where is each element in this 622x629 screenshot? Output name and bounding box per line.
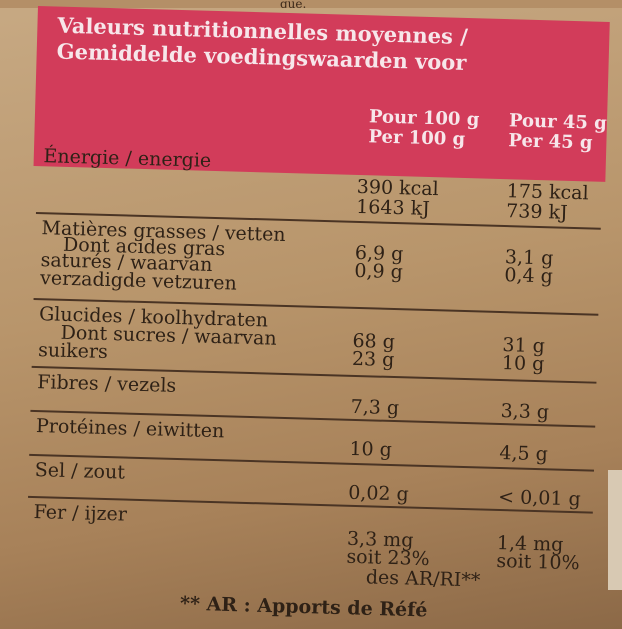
row-label: Fibres / vezels (36, 371, 177, 397)
value-per-100g: 23 g (351, 347, 395, 372)
value-per-45g: 0,4 g (504, 264, 554, 288)
column-header-45g-nl: Per 45 g (508, 130, 593, 154)
row-sublabel: verzadigde vetzuren (39, 267, 238, 295)
row-label: Fer / ijzer (33, 501, 128, 526)
value-per-100g: 10 g (349, 437, 393, 461)
top-cut-text: que. (0, 0, 622, 8)
value-per-100g: des AR/RI** (365, 566, 481, 592)
value-per-100g: 0,02 g (347, 481, 410, 506)
column-header-100g-nl: Per 100 g (368, 126, 466, 150)
footnote: ** AR : Apports de Réfé (179, 592, 428, 622)
row-sublabel: suikers (37, 339, 109, 364)
value-per-100g: 0,9 g (354, 259, 404, 284)
value-per-45g: soit 10% (496, 549, 580, 575)
value-per-100g: 7,3 g (350, 395, 400, 420)
row-label: Énergie / energie (43, 145, 212, 172)
table-row-carbohydrates: Glucides / koolhydraten Dont sucres / wa… (33, 297, 606, 375)
row-label: Sel / zout (34, 459, 126, 484)
column-header-45g: Pour 45 g Per 45 g (508, 110, 607, 154)
column-header-100g: Pour 100 g Per 100 g (368, 106, 479, 150)
value-per-45g: 4,5 g (499, 442, 549, 466)
value-per-100g: 1643 kJ (355, 195, 431, 220)
value-per-45g: 10 g (501, 352, 545, 376)
value-per-100g: soit 23% (346, 545, 430, 571)
row-label: Protéines / eiwitten (35, 415, 225, 443)
table-title: Valeurs nutritionnelles moyennes / Gemid… (56, 13, 468, 76)
value-per-45g: 3,3 g (500, 400, 550, 424)
value-per-45g: < 0,01 g (497, 485, 581, 511)
packaging-edge (608, 470, 622, 590)
value-per-45g: 739 kJ (505, 200, 568, 224)
